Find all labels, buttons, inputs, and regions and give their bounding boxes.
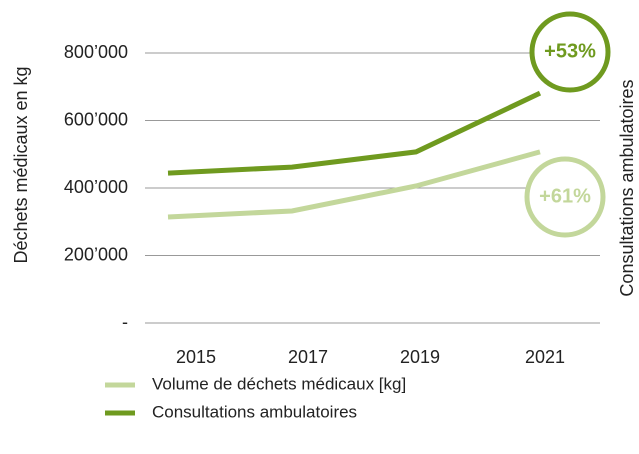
y2-axis-label: Consultations ambulatoires <box>617 79 637 296</box>
y-tick-label: 400’000 <box>64 177 128 197</box>
annotation-circle <box>529 11 611 93</box>
annotation-text: +61% <box>539 185 591 207</box>
x-tick-label: 2017 <box>288 347 328 367</box>
x-tick-label: 2015 <box>176 347 216 367</box>
annotation-text: +53% <box>544 40 596 62</box>
legend-label: Consultations ambulatoires <box>152 402 357 421</box>
y-tick-label: - <box>122 312 128 332</box>
series-line <box>167 149 541 220</box>
legend-label: Volume de déchets médicaux [kg] <box>152 374 406 393</box>
annotation-circle <box>524 156 606 238</box>
series-line <box>167 90 542 176</box>
y-axis-label: Déchets médicaux en kg <box>11 66 31 263</box>
y-tick-label: 200’000 <box>64 244 128 264</box>
y-tick-label: 800’000 <box>64 42 128 62</box>
x-tick-label: 2019 <box>400 347 440 367</box>
y-tick-label: 600’000 <box>64 109 128 129</box>
x-tick-label: 2021 <box>525 347 565 367</box>
